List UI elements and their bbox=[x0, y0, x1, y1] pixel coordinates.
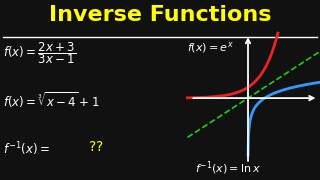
Text: $f^{-1}(x) =$: $f^{-1}(x) =$ bbox=[3, 140, 50, 158]
Text: $f(x) = \dfrac{2x+3}{3x-1}$: $f(x) = \dfrac{2x+3}{3x-1}$ bbox=[3, 40, 76, 66]
Text: Inverse Functions: Inverse Functions bbox=[49, 5, 271, 25]
Text: $f^{-1}(x) = \ln x$: $f^{-1}(x) = \ln x$ bbox=[195, 159, 261, 177]
Text: $f(x) = e^x$: $f(x) = e^x$ bbox=[187, 40, 234, 55]
Text: $f(x) = \sqrt[3]{x-4}+1$: $f(x) = \sqrt[3]{x-4}+1$ bbox=[3, 90, 100, 110]
Text: $??$: $??$ bbox=[88, 140, 104, 154]
